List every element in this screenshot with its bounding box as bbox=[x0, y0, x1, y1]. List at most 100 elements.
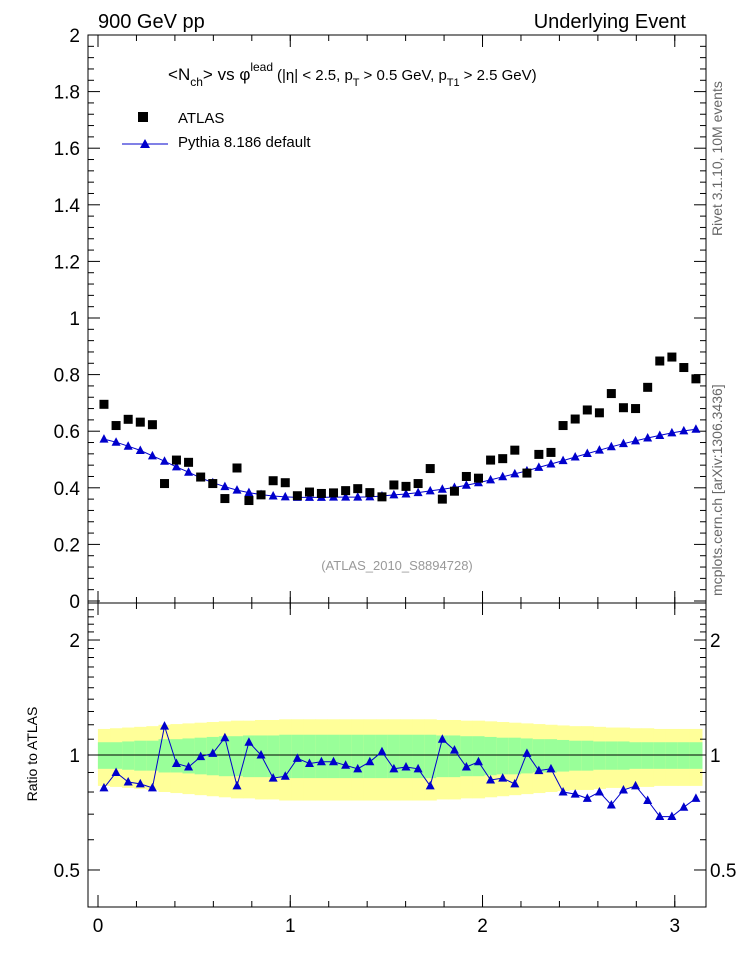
pythia-point bbox=[111, 437, 121, 446]
ratio-point bbox=[184, 762, 194, 771]
atlas-point bbox=[558, 421, 568, 431]
ratio-band-inner bbox=[218, 736, 232, 777]
atlas-point bbox=[631, 404, 641, 414]
ratio-band-inner bbox=[327, 734, 341, 779]
ratio-point bbox=[582, 793, 592, 802]
ratio-point bbox=[498, 773, 508, 782]
ratio-band-inner bbox=[605, 741, 618, 770]
main-ytick-label: 1.2 bbox=[54, 252, 80, 273]
ratio-point bbox=[280, 771, 290, 780]
pythia-point bbox=[123, 441, 133, 450]
rivet-label: Rivet 3.1.10, 10M events bbox=[709, 81, 725, 236]
pythia-point bbox=[220, 481, 230, 491]
pythia-point bbox=[268, 491, 278, 500]
pythia-point bbox=[582, 448, 592, 458]
ratio-point bbox=[679, 802, 689, 811]
ratio-point bbox=[147, 782, 157, 792]
ratio-ytick-label-left: 1 bbox=[69, 746, 80, 767]
pythia-point bbox=[184, 467, 194, 476]
ratio-band-inner bbox=[412, 734, 425, 779]
atlas-point bbox=[365, 488, 375, 498]
atlas-point bbox=[377, 492, 387, 502]
pythia-point bbox=[498, 471, 508, 481]
pythia-point bbox=[510, 468, 520, 478]
ratio-band-inner bbox=[170, 739, 183, 773]
main-ytick-label: 0.2 bbox=[54, 535, 80, 556]
atlas-point bbox=[486, 455, 496, 465]
ratio-point bbox=[461, 762, 471, 771]
pythia-point bbox=[691, 424, 701, 433]
ratio-band-inner bbox=[375, 734, 389, 779]
atlas-point bbox=[389, 480, 399, 490]
pythia-point bbox=[171, 461, 181, 471]
pythia-point bbox=[341, 492, 351, 501]
atlas-point bbox=[401, 481, 411, 491]
ratio-band-inner bbox=[339, 734, 353, 779]
atlas-point bbox=[510, 445, 520, 455]
main-ytick-label: 1.4 bbox=[54, 196, 81, 217]
legend-pythia-label: Pythia 8.186 default bbox=[178, 134, 311, 151]
atlas-point bbox=[498, 454, 508, 464]
ratio-point bbox=[329, 756, 339, 766]
ratio-point bbox=[437, 734, 447, 743]
ratio-band-inner bbox=[134, 740, 147, 771]
ratio-xtick-label: 0 bbox=[93, 916, 104, 937]
ratio-point bbox=[292, 753, 302, 762]
pythia-point bbox=[546, 459, 556, 468]
main-ytick-label: 0 bbox=[69, 592, 80, 613]
title-p1: (|η| < 2.5, p bbox=[277, 67, 353, 84]
ratio-band-inner bbox=[315, 734, 328, 779]
atlas-point bbox=[643, 382, 653, 392]
ratio-band-inner bbox=[303, 734, 317, 779]
ratio-point bbox=[389, 763, 399, 773]
pythia-point bbox=[570, 451, 580, 461]
ratio-point bbox=[618, 784, 628, 794]
mcplots-label: mcplots.cern.ch [arXiv:1306.3436] bbox=[709, 384, 725, 596]
main-ytick-label: 0.8 bbox=[54, 366, 80, 387]
main-panel: 0 0.2 0.4 0.6 0.8 1 1.2 1.4 1.6 1.8 2 bbox=[54, 26, 707, 613]
pythia-point bbox=[425, 485, 435, 495]
atlas-point bbox=[280, 478, 290, 488]
atlas-point bbox=[268, 476, 278, 486]
atlas-point bbox=[534, 449, 544, 459]
atlas-point bbox=[171, 455, 181, 465]
pythia-point bbox=[401, 489, 411, 498]
legend-atlas-label: ATLAS bbox=[178, 110, 224, 127]
pythia-point bbox=[99, 434, 109, 443]
ratio-ytick-label-right: 0.5 bbox=[710, 861, 736, 882]
atlas-point bbox=[160, 479, 170, 489]
ratio-band-inner bbox=[508, 737, 522, 775]
ratio-point bbox=[220, 732, 230, 742]
ratio-band-inner bbox=[569, 740, 582, 771]
ratio-point bbox=[208, 748, 218, 757]
pythia-point bbox=[160, 456, 170, 465]
ratio-band-inner bbox=[460, 736, 473, 777]
ratio-band-inner bbox=[424, 734, 437, 779]
header-left: 900 GeV pp bbox=[98, 11, 205, 33]
title-phi: φ bbox=[239, 65, 250, 84]
atlas-point bbox=[147, 420, 157, 430]
ratio-xtick-label: 3 bbox=[669, 916, 680, 937]
ratio-band-inner bbox=[653, 742, 667, 769]
atlas-point bbox=[594, 408, 604, 418]
ratio-point bbox=[160, 721, 170, 730]
ratio-band-inner bbox=[617, 741, 630, 770]
title-vs: vs bbox=[218, 65, 235, 84]
ratio-point bbox=[449, 745, 459, 754]
ratio-point bbox=[232, 780, 242, 790]
atlas-point bbox=[232, 463, 242, 473]
atlas-point bbox=[570, 414, 580, 424]
ratio-band-inner bbox=[230, 736, 244, 777]
atlas-point bbox=[667, 352, 677, 362]
ratio-point bbox=[365, 756, 375, 766]
ratio-ytick-label-right: 2 bbox=[710, 631, 721, 652]
ratio-point bbox=[256, 750, 266, 759]
atlas-point bbox=[618, 403, 628, 413]
ratio-band-inner bbox=[267, 735, 280, 778]
atlas-point bbox=[304, 487, 314, 497]
pythia-point bbox=[486, 474, 496, 484]
ratio-point bbox=[643, 795, 653, 805]
plot-title: <Nch> vs φlead (|η| < 2.5, pT > 0.5 GeV, p… bbox=[168, 60, 537, 89]
atlas-point bbox=[123, 414, 133, 424]
